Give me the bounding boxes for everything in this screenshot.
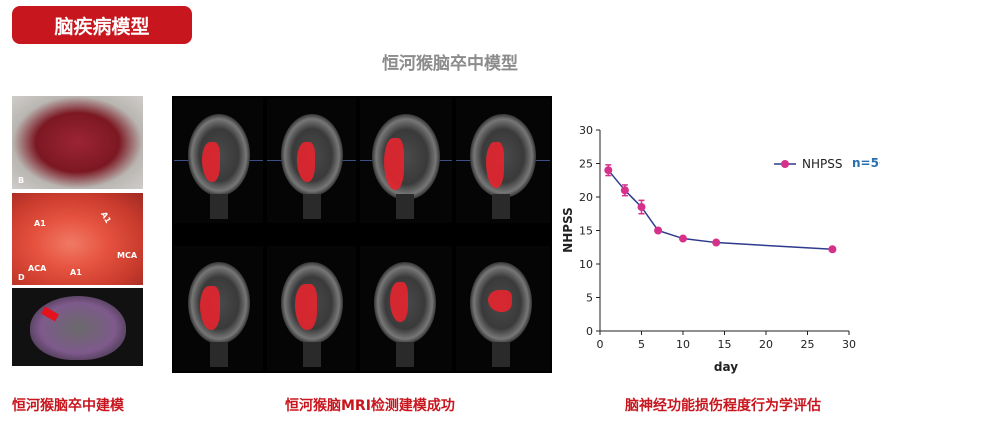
x-tick-label: 0	[597, 338, 604, 351]
mri-slice	[360, 98, 452, 223]
surgery-photo-b: B	[12, 96, 143, 189]
mri-slice	[174, 98, 263, 223]
y-tick-label: 0	[586, 325, 593, 338]
mri-slice	[456, 246, 550, 371]
chart-plot	[604, 164, 837, 254]
x-tick-label: 20	[759, 338, 773, 351]
legend-label: NHPSS	[802, 157, 842, 171]
header-badge: 脑疾病模型	[12, 6, 192, 44]
mri-slice	[267, 98, 356, 223]
mri-grid	[172, 96, 552, 373]
y-tick-label: 15	[579, 225, 593, 238]
surgery-photo-d: A1 ACA A1 MCA A1 D	[12, 193, 143, 285]
vessel-label: MCA	[117, 251, 138, 260]
data-point	[712, 238, 721, 247]
vessel-label: A1	[70, 268, 82, 277]
x-tick-label: 10	[676, 338, 690, 351]
data-point	[679, 234, 687, 243]
vessel-label: A1	[34, 219, 46, 228]
x-tick-label: 25	[801, 338, 815, 351]
y-tick-label: 30	[579, 124, 593, 137]
data-point	[620, 186, 629, 195]
x-tick-label: 15	[718, 338, 732, 351]
legend-marker	[781, 160, 789, 168]
vessel-label: A1	[99, 210, 113, 225]
caption-middle: 恒河猴脑MRI检测建模成功	[285, 398, 455, 414]
brain-scan-thumbnail	[12, 288, 143, 366]
photo-label-d: D	[18, 273, 25, 282]
sample-size-annotation: n=56	[852, 156, 880, 170]
y-tick-label: 10	[579, 258, 593, 271]
photo-label-b: B	[18, 176, 25, 185]
mri-slice	[267, 246, 356, 371]
caption-right: 脑神经功能损伤程度行为学评估	[625, 398, 821, 414]
mri-slice	[456, 98, 550, 223]
y-tick-label: 20	[579, 191, 593, 204]
y-tick-label: 25	[579, 158, 593, 171]
x-axis-label: day	[714, 360, 738, 374]
x-tick-label: 30	[842, 338, 856, 351]
caption-left: 恒河猴脑卒中建模	[12, 398, 124, 414]
data-point	[604, 166, 613, 175]
data-point	[637, 203, 646, 212]
data-point	[828, 245, 837, 254]
chart-axes: 0 5 10 15 20 25 30 0 5 10 15 20 25 30	[579, 124, 856, 351]
main-title: 恒河猴脑卒中模型	[382, 54, 518, 74]
y-tick-label: 5	[586, 292, 593, 305]
mri-slice	[174, 246, 263, 371]
mri-slice	[360, 246, 452, 371]
x-tick-label: 5	[638, 338, 645, 351]
nhpss-chart: 0 5 10 15 20 25 30 0 5 10 15 20 25 30 day NHPSS NHPSS…	[561, 124, 880, 374]
data-point	[654, 226, 663, 235]
vessel-label: ACA	[28, 264, 47, 273]
y-axis-label: NHPSS	[561, 207, 575, 253]
